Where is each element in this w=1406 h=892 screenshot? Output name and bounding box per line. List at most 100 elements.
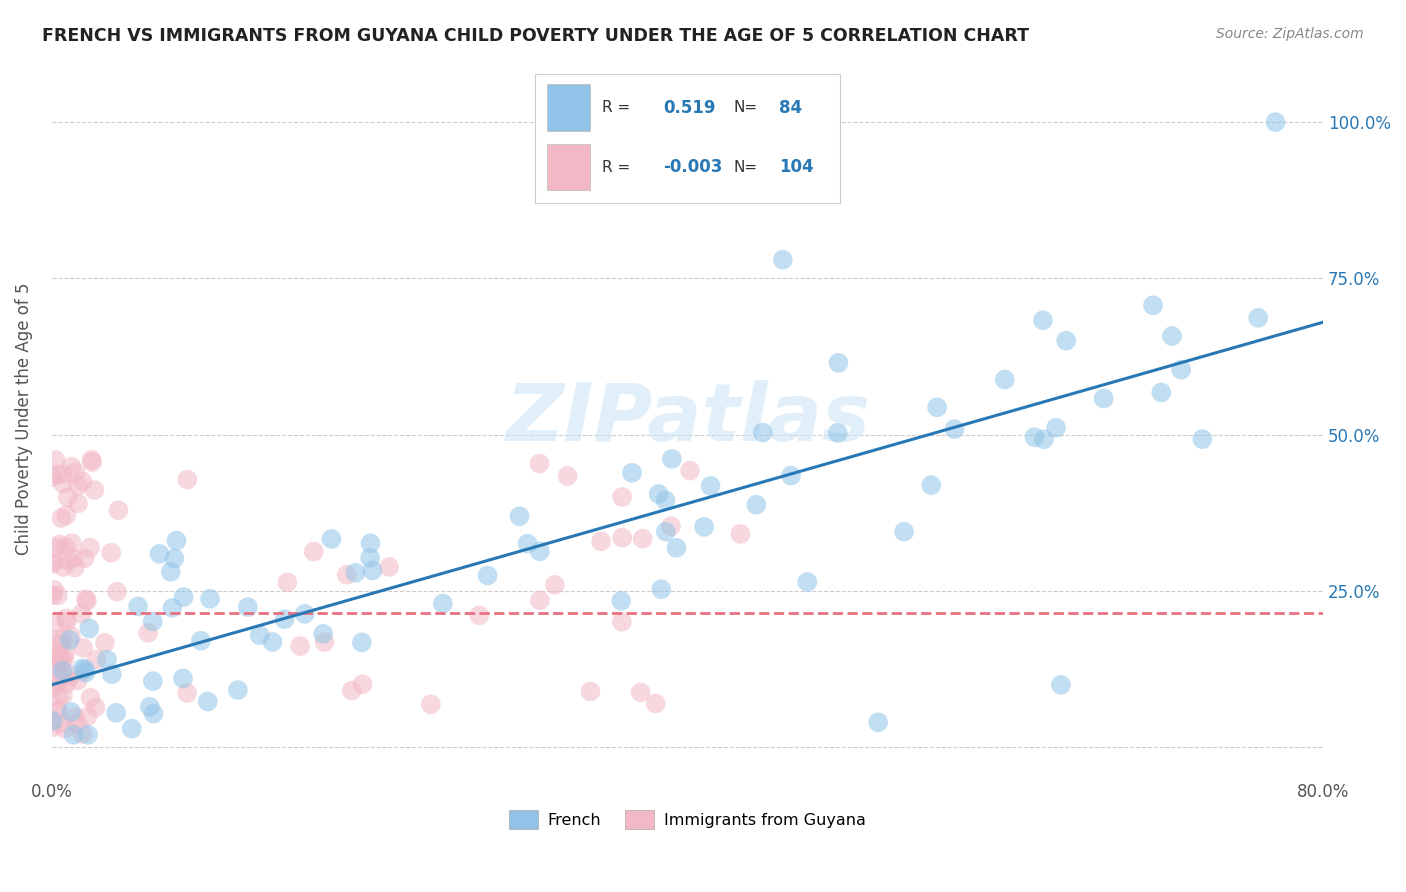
Point	[51, 654, 73, 668]
Point	[65, 465, 87, 479]
Point	[121, 722, 143, 736]
Point	[610, 615, 633, 629]
Point	[1247, 310, 1270, 325]
Point	[53, 669, 76, 683]
Point	[46, 589, 69, 603]
Point	[1161, 329, 1184, 343]
Point	[46, 676, 69, 690]
Point	[66, 496, 89, 510]
Point	[66, 479, 89, 493]
Point	[359, 536, 381, 550]
Text: FRENCH VS IMMIGRANTS FROM GUYANA CHILD POVERTY UNDER THE AGE OF 5 CORRELATION CH: FRENCH VS IMMIGRANTS FROM GUYANA CHILD P…	[42, 27, 1029, 45]
Point	[361, 564, 384, 578]
Point	[48, 647, 70, 661]
Point	[45, 673, 67, 687]
Point	[827, 356, 849, 370]
Point	[276, 575, 298, 590]
Point	[654, 493, 676, 508]
Point	[79, 690, 101, 705]
Point	[63, 710, 86, 724]
Point	[48, 660, 70, 674]
Point	[273, 612, 295, 626]
Point	[589, 534, 612, 549]
Point	[70, 607, 93, 621]
Point	[48, 537, 70, 551]
Point	[321, 532, 343, 546]
Point	[176, 473, 198, 487]
Point	[378, 560, 401, 574]
Point	[544, 578, 567, 592]
Point	[288, 639, 311, 653]
Point	[46, 702, 69, 716]
Point	[84, 700, 107, 714]
Point	[66, 716, 89, 731]
Point	[226, 683, 249, 698]
Point	[56, 554, 79, 568]
Point	[529, 593, 551, 607]
Point	[516, 537, 538, 551]
Point	[1092, 392, 1115, 406]
Point	[1264, 115, 1286, 129]
Point	[101, 667, 124, 681]
Point	[249, 628, 271, 642]
Point	[51, 664, 73, 678]
Point	[344, 566, 367, 580]
Point	[943, 422, 966, 436]
Point	[893, 524, 915, 539]
Point	[172, 672, 194, 686]
Point	[340, 683, 363, 698]
Point	[477, 568, 499, 582]
Point	[56, 615, 79, 629]
Point	[1032, 432, 1054, 446]
Point	[107, 503, 129, 517]
Point	[139, 699, 162, 714]
Point	[60, 459, 83, 474]
Point	[63, 560, 86, 574]
Point	[352, 677, 374, 691]
Point	[419, 698, 441, 712]
Y-axis label: Child Poverty Under the Age of 5: Child Poverty Under the Age of 5	[15, 283, 32, 556]
Point	[529, 457, 551, 471]
Point	[1170, 362, 1192, 376]
Point	[647, 487, 669, 501]
Point	[82, 455, 104, 469]
Point	[751, 425, 773, 440]
Point	[59, 632, 82, 647]
Point	[96, 652, 118, 666]
Point	[49, 637, 72, 651]
Point	[48, 646, 70, 660]
Point	[76, 709, 98, 723]
Point	[105, 584, 128, 599]
Point	[55, 611, 77, 625]
Point	[302, 544, 325, 558]
Point	[198, 591, 221, 606]
Point	[730, 527, 752, 541]
Point	[468, 608, 491, 623]
Point	[72, 475, 94, 489]
Point	[44, 616, 66, 631]
Point	[52, 467, 75, 482]
Point	[699, 479, 721, 493]
Point	[55, 508, 77, 523]
Point	[508, 509, 530, 524]
Point	[557, 469, 579, 483]
Point	[745, 498, 768, 512]
Point	[665, 541, 688, 555]
Point	[62, 551, 84, 566]
Point	[46, 467, 69, 482]
Point	[142, 706, 165, 721]
Point	[190, 633, 212, 648]
Point	[176, 686, 198, 700]
Point	[60, 536, 83, 550]
Point	[197, 694, 219, 708]
Point	[312, 627, 335, 641]
Point	[51, 511, 73, 525]
Point	[920, 478, 942, 492]
Point	[62, 728, 84, 742]
Point	[52, 560, 75, 574]
Point	[48, 656, 70, 670]
Point	[45, 541, 67, 555]
Point	[630, 685, 652, 699]
Point	[659, 519, 682, 533]
Point	[262, 635, 284, 649]
